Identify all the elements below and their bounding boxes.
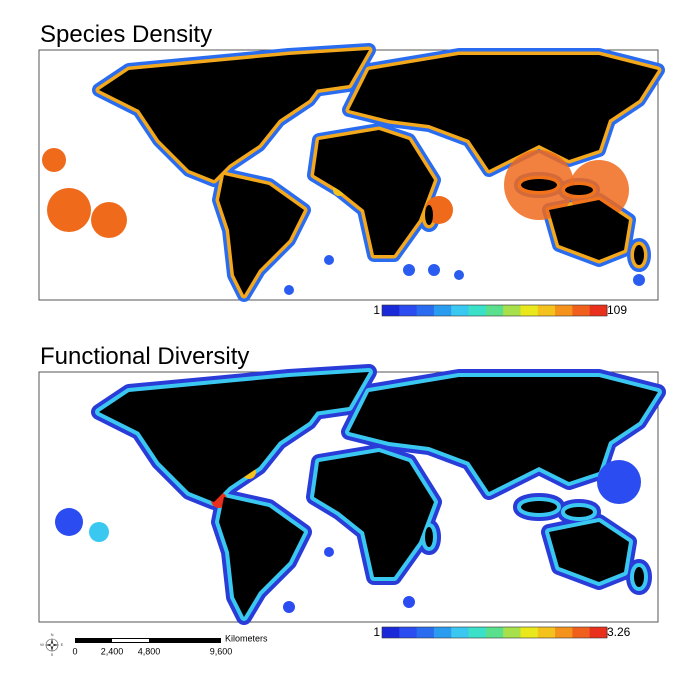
- map-shape: [403, 264, 415, 276]
- map-shape: [428, 264, 440, 276]
- compass-label: S: [51, 652, 54, 657]
- map-shape: [47, 188, 91, 232]
- map: [38, 372, 658, 622]
- scale-label: 9,600: [210, 646, 233, 656]
- colorbar-step: [537, 305, 556, 316]
- colorbar-step: [485, 627, 504, 638]
- colorbar-step: [555, 305, 573, 316]
- colorbar: [381, 304, 608, 317]
- scale-unit: Kilometers: [225, 633, 268, 643]
- map-shape: [45, 638, 59, 652]
- map-shape: [42, 148, 66, 172]
- colorbar-step: [468, 627, 487, 638]
- colorbar-step: [485, 305, 504, 316]
- colorbar-step: [451, 627, 470, 638]
- map-shape: [284, 285, 294, 295]
- compass-label: N: [51, 632, 54, 637]
- colorbar-step: [399, 627, 418, 638]
- compass-label: W: [40, 642, 44, 647]
- colorbar-step: [572, 305, 591, 316]
- map-shape: [324, 547, 334, 557]
- colorbar-step: [416, 305, 435, 316]
- colorbar-step: [433, 627, 452, 638]
- colorbar-step: [399, 305, 418, 316]
- map-shape: [91, 202, 127, 238]
- map-shape: [324, 255, 334, 265]
- map-shape: [55, 508, 83, 536]
- panel-title: Species Density: [40, 21, 212, 48]
- colorbar-step: [382, 627, 400, 638]
- legend-max: 3.26: [607, 625, 631, 639]
- legend-max: 109: [607, 303, 627, 317]
- colorbar-step: [555, 627, 573, 638]
- colorbar-step: [468, 305, 487, 316]
- colorbar-step: [537, 627, 556, 638]
- scale-label: 2,400: [101, 646, 124, 656]
- colorbar-step: [503, 305, 521, 316]
- compass-label: E: [61, 642, 64, 647]
- colorbar-step: [382, 305, 400, 316]
- map-shape: [403, 596, 415, 608]
- colorbar-step: [520, 305, 539, 316]
- colorbar-step: [520, 627, 539, 638]
- map-shape: [633, 274, 645, 286]
- colorbar-frame: [381, 304, 608, 317]
- map-shape: [112, 639, 149, 642]
- colorbar-frame: [381, 626, 608, 639]
- scale-bar: 0 2,400 4,800 9,600 Kilometers: [72, 633, 268, 656]
- islands: [284, 255, 645, 295]
- scale-label: 0: [72, 646, 77, 656]
- scale-label: 4,800: [138, 646, 161, 656]
- islands: [55, 460, 641, 613]
- map: [38, 50, 658, 300]
- colorbar-step: [433, 305, 452, 316]
- colorbar-step: [503, 627, 521, 638]
- legend-min: 1: [373, 625, 380, 639]
- compass: N E S W: [40, 632, 64, 657]
- colorbar-step: [589, 305, 608, 316]
- colorbar-step: [589, 627, 608, 638]
- colorbar: [381, 626, 608, 639]
- legend-min: 1: [373, 303, 380, 317]
- colorbar-step: [416, 627, 435, 638]
- colorbar-step: [572, 627, 591, 638]
- map-shape: [283, 601, 295, 613]
- map-shape: [454, 270, 464, 280]
- colorbar-step: [451, 305, 470, 316]
- map-shape: [597, 460, 641, 504]
- map-shape: [89, 522, 109, 542]
- panel-title: Functional Diversity: [40, 343, 249, 370]
